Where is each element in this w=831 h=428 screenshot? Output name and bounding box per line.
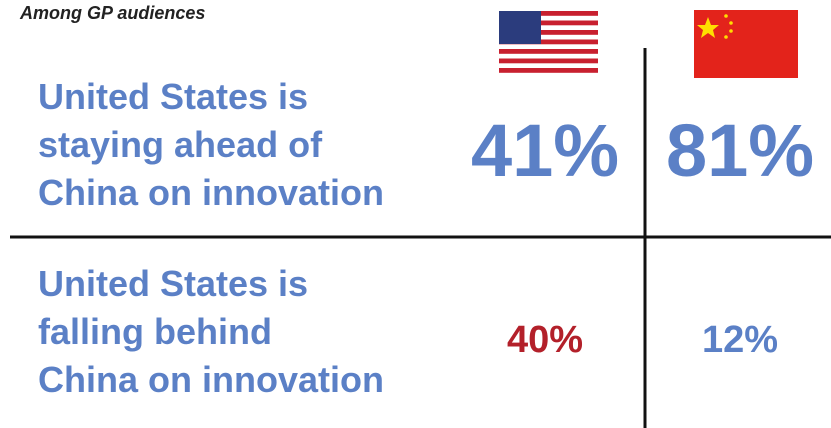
us-flag: [499, 11, 598, 73]
value: 81%: [666, 109, 814, 192]
row-label: United States is: [38, 263, 308, 304]
row-label: falling behind: [38, 311, 272, 352]
row-label: China on innovation: [38, 172, 384, 213]
row-label: United States is: [38, 76, 308, 117]
row-label: staying ahead of: [38, 124, 323, 165]
value: 41%: [471, 109, 619, 192]
value: 40%: [507, 319, 583, 361]
subtitle: Among GP audiences: [19, 3, 205, 23]
row-label: China on innovation: [38, 359, 384, 400]
value: 12%: [702, 319, 778, 361]
china-flag: [694, 10, 798, 78]
